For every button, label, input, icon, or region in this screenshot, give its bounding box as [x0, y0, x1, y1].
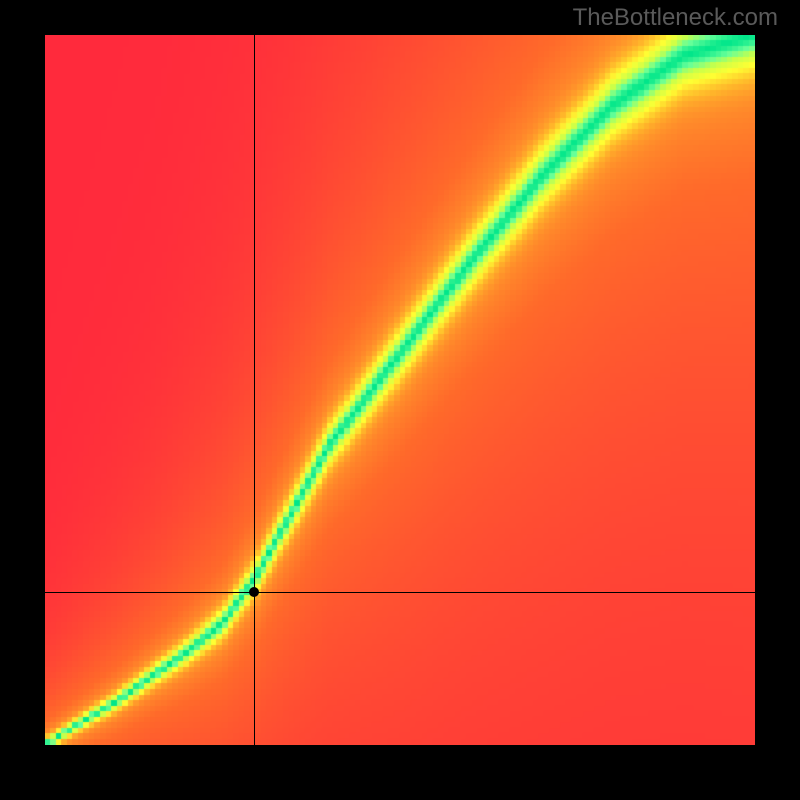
chart-container: TheBottleneck.com — [0, 0, 800, 800]
heatmap-canvas — [45, 35, 755, 745]
watermark-text: TheBottleneck.com — [573, 4, 778, 32]
plot-area — [45, 35, 755, 745]
crosshair-horizontal — [45, 592, 755, 593]
selected-point-marker — [249, 587, 259, 597]
crosshair-vertical — [254, 35, 255, 745]
